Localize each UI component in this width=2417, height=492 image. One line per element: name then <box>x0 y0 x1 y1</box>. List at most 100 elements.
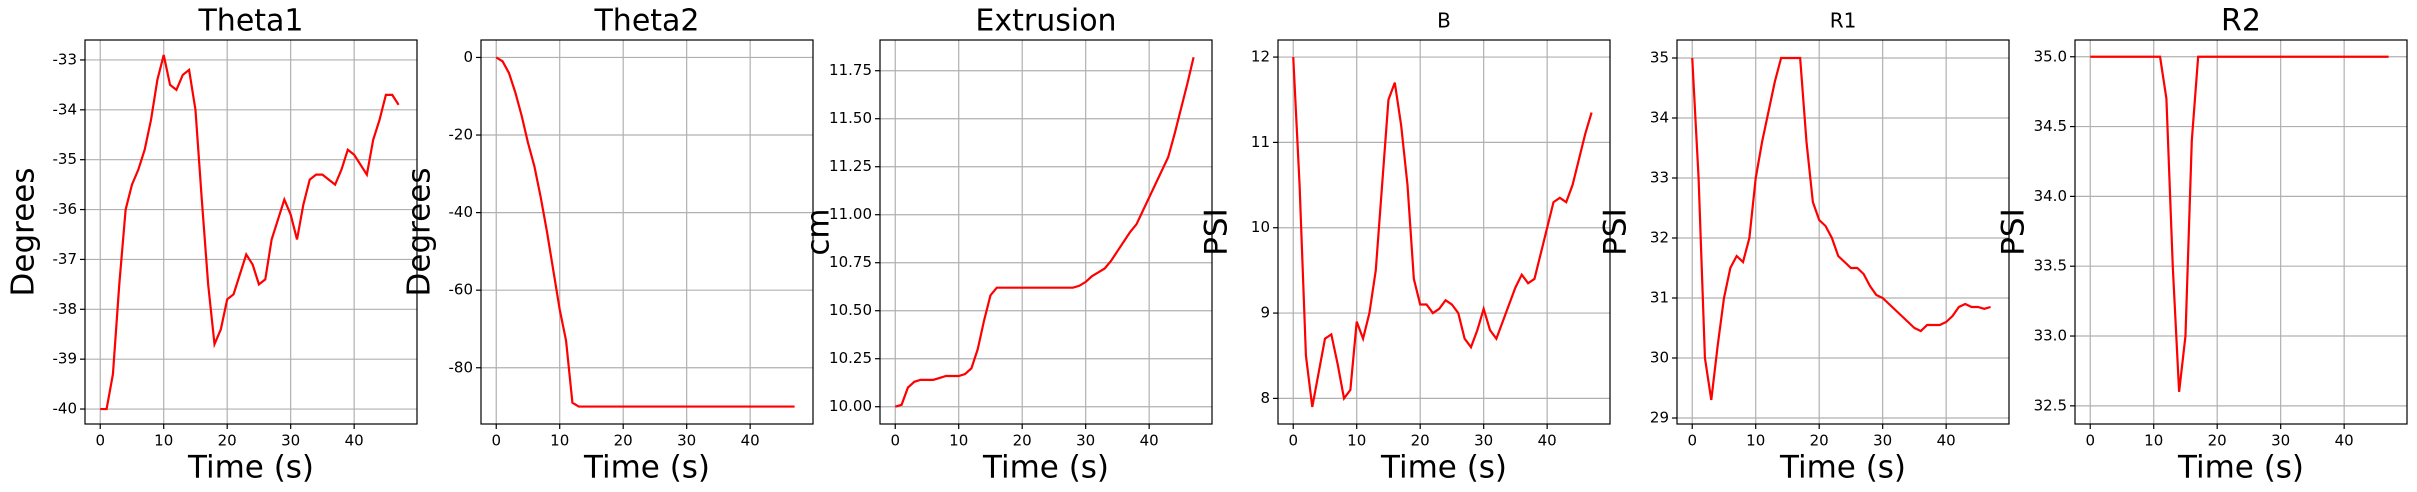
x-tick-label: 10 <box>154 432 173 450</box>
x-tick-label: 40 <box>1140 432 1159 450</box>
x-tick-label: 0 <box>890 432 900 450</box>
y-tick-label: -40 <box>53 400 78 418</box>
y-tick-label: 11.75 <box>829 61 872 79</box>
x-tick-label: 0 <box>1288 432 1298 450</box>
x-tick-label: 0 <box>491 432 501 450</box>
axes-frame <box>1277 39 1611 425</box>
subplot: -80 -60 -40 -20 0 0 10 20 30 40 Theta2 Time (s) Degr… <box>402 4 814 486</box>
y-tick-label: -35 <box>53 150 78 168</box>
x-axis-label: Time (s) <box>982 450 1109 486</box>
x-tick-label: 40 <box>1937 432 1956 450</box>
y-axis-label: Degrees <box>6 168 42 297</box>
x-tick-label: 30 <box>1474 432 1493 450</box>
data-line <box>1691 56 1991 401</box>
y-tick-label: 10 <box>1251 218 1270 236</box>
y-tick-label: -60 <box>449 281 474 299</box>
x-tick-label: 0 <box>2085 432 2095 450</box>
subplot: -40 -39 -38 -37 -36 -35 -34 -33 0 10 20 30 40 Theta1 T… <box>6 4 418 486</box>
y-tick-label: 33 <box>1650 169 1669 187</box>
axes-frame <box>2074 39 2408 425</box>
x-tick-label: 10 <box>2144 432 2163 450</box>
y-tick-label: 32.5 <box>2034 396 2067 414</box>
x-tick-label: 10 <box>949 432 968 450</box>
x-tick-label: 20 <box>218 432 237 450</box>
y-tick-label: 10.00 <box>829 397 872 415</box>
x-tick-label: 10 <box>1347 432 1366 450</box>
axes-frame <box>480 39 814 425</box>
y-tick-label: -34 <box>53 100 78 118</box>
y-tick-label: 11.25 <box>829 157 872 175</box>
y-tick-label: 10.25 <box>829 349 872 367</box>
y-axis-label: Degrees <box>402 168 438 297</box>
x-tick-label: 40 <box>345 432 364 450</box>
x-tick-label: 40 <box>741 432 760 450</box>
data-line <box>894 57 1195 408</box>
data-line <box>495 56 795 408</box>
x-tick-label: 0 <box>95 432 105 450</box>
y-tick-label: 11.50 <box>829 109 872 127</box>
y-tick-label: 29 <box>1650 409 1669 427</box>
x-tick-label: 40 <box>1538 432 1557 450</box>
x-tick-label: 10 <box>550 432 569 450</box>
x-axis-label: Time (s) <box>2177 450 2304 486</box>
data-line <box>100 54 400 411</box>
y-tick-label: 34.5 <box>2034 117 2067 135</box>
x-axis-label: Time (s) <box>1779 450 1906 486</box>
axes-frame <box>879 39 1213 425</box>
x-tick-label: 20 <box>1411 432 1430 450</box>
y-axis-label: PSI <box>1996 208 2032 256</box>
data-line <box>1292 57 1593 408</box>
subplot: 10.00 10.25 10.50 10.75 11.00 11.25 11.50 11.75… <box>801 4 1213 486</box>
y-tick-label: -40 <box>449 203 474 221</box>
y-tick-label: 8 <box>1260 389 1270 407</box>
x-axis-label: Time (s) <box>187 450 314 486</box>
y-tick-label: -37 <box>53 250 78 268</box>
y-tick-label: 35 <box>1650 49 1669 67</box>
y-tick-label: -38 <box>53 300 78 318</box>
y-tick-label: 33.5 <box>2034 257 2067 275</box>
y-axis-label: PSI <box>1199 208 1235 256</box>
y-tick-label: 34.0 <box>2034 187 2067 205</box>
y-tick-label: -33 <box>53 50 78 68</box>
x-tick-label: 20 <box>614 432 633 450</box>
x-tick-label: 30 <box>281 432 300 450</box>
x-axis-label: Time (s) <box>583 450 710 486</box>
subplot-title: R2 <box>2221 4 2261 39</box>
y-tick-label: 30 <box>1650 349 1669 367</box>
x-tick-label: 20 <box>2208 432 2227 450</box>
subplot-title: Theta1 <box>197 4 303 39</box>
x-tick-label: 20 <box>1810 432 1829 450</box>
y-axis-label: PSI <box>1598 208 1634 256</box>
y-tick-label: 32 <box>1650 229 1669 247</box>
x-tick-label: 30 <box>1873 432 1892 450</box>
y-tick-label: 10.50 <box>829 301 872 319</box>
y-tick-label: -80 <box>449 358 474 376</box>
subplot-title: R1 <box>1830 9 1857 33</box>
subplot-title: B <box>1437 9 1451 33</box>
subplot: 8 9 10 11 12 0 10 20 30 40 B Time (s) PSI <box>1199 9 1611 486</box>
y-tick-label: 12 <box>1251 48 1270 66</box>
y-tick-label: 35.0 <box>2034 47 2067 65</box>
x-tick-label: 0 <box>1687 432 1697 450</box>
x-tick-label: 40 <box>2335 432 2354 450</box>
y-tick-label: 31 <box>1650 289 1669 307</box>
y-tick-label: -36 <box>53 200 78 218</box>
x-tick-label: 30 <box>2271 432 2290 450</box>
y-tick-label: 33.0 <box>2034 327 2067 345</box>
y-axis-label: cm <box>801 208 837 255</box>
y-tick-label: 0 <box>463 48 473 66</box>
x-tick-label: 20 <box>1013 432 1032 450</box>
subplot: 32.5 33.0 33.5 34.0 34.5 35.0 0 10 20 30 40 R2 Time … <box>1996 4 2408 486</box>
axes-frame <box>1676 39 2010 425</box>
subplot: 29 30 31 32 33 34 35 0 10 20 30 40 R1 Time (s) PSI <box>1598 9 2010 486</box>
y-tick-label: 34 <box>1650 109 1669 127</box>
y-tick-label: -39 <box>53 350 78 368</box>
data-line <box>2090 55 2389 393</box>
y-tick-label: 10.75 <box>829 253 872 271</box>
subplot-title: Theta2 <box>593 4 699 39</box>
y-tick-label: 11.00 <box>829 205 872 223</box>
x-tick-label: 30 <box>1076 432 1095 450</box>
axes-frame <box>84 39 418 425</box>
y-tick-label: 11 <box>1251 133 1270 151</box>
